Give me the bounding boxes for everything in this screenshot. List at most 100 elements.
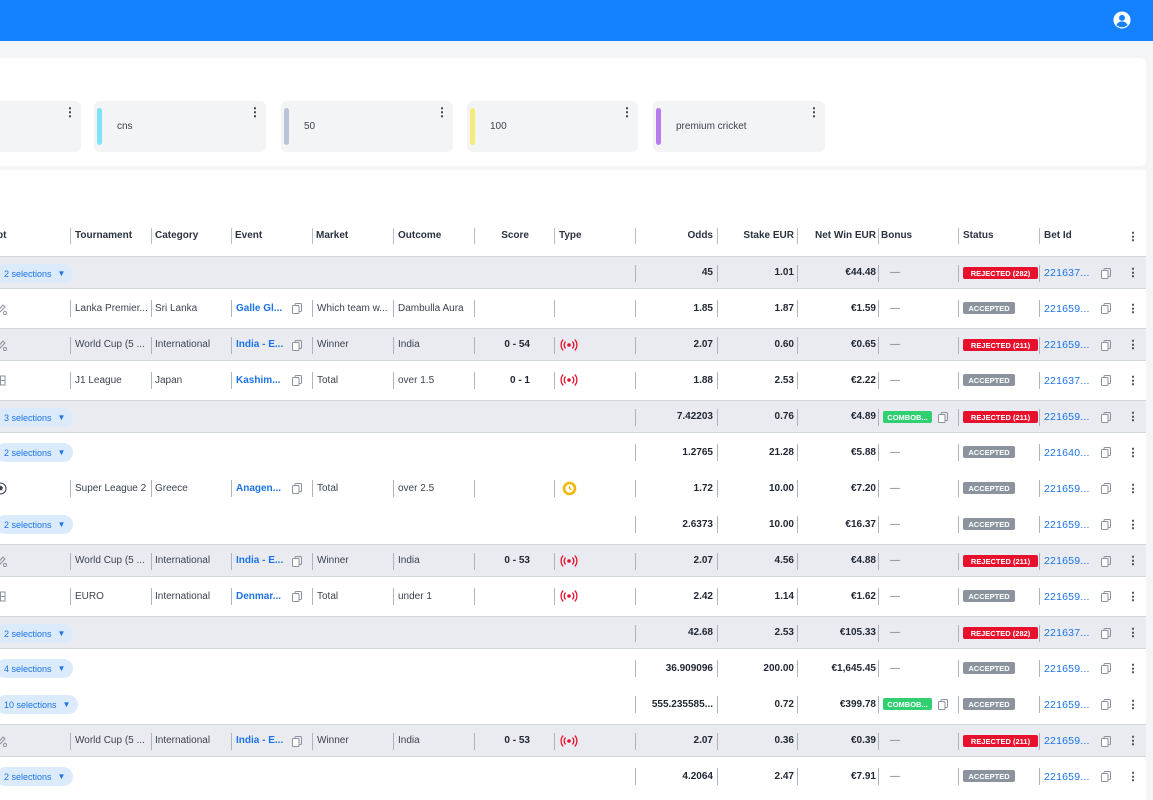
more-vert-icon[interactable]: ⋮: [621, 105, 633, 119]
column-header-event[interactable]: Event: [235, 230, 263, 241]
selections-toggle[interactable]: 10 selections ▼: [0, 695, 79, 714]
more-vert-icon[interactable]: ⋮: [808, 105, 820, 119]
table-row[interactable]: 4 selections ▼ 36.909096 200.00 €1,645.45 — AC…: [0, 652, 1146, 685]
column-header-tournament[interactable]: Tournament: [75, 230, 133, 241]
event-cell[interactable]: Kashim...: [236, 375, 281, 386]
event-cell[interactable]: India - E...: [236, 735, 284, 746]
selections-toggle[interactable]: 2 selections ▼: [0, 515, 74, 534]
filter-card[interactable]: cns ⋮: [94, 101, 266, 152]
row-actions-icon[interactable]: ⋮: [1127, 447, 1139, 459]
selections-toggle[interactable]: 2 selections ▼: [0, 443, 74, 462]
copy-icon[interactable]: [1101, 412, 1111, 423]
table-row[interactable]: 2 selections ▼ 45 1.01 €44.48 — REJECTED (282)…: [0, 256, 1146, 289]
table-row[interactable]: 2 selections ▼ 4.2064 2.47 €7.91 — ACCEPTED 221…: [0, 760, 1146, 793]
column-header-odds[interactable]: Odds: [687, 230, 713, 241]
bet-id-link[interactable]: 221659...: [1044, 770, 1090, 783]
row-actions-icon[interactable]: ⋮: [1127, 375, 1139, 387]
table-row[interactable]: Super League 2 Greece Anagen... Total over 2…: [0, 472, 1146, 505]
copy-icon[interactable]: [1101, 303, 1111, 314]
user-circle-icon[interactable]: [1113, 11, 1131, 29]
bet-id-link[interactable]: 221659...: [1044, 302, 1090, 315]
bet-id-link[interactable]: 221637...: [1044, 374, 1090, 387]
row-actions-icon[interactable]: ⋮: [1127, 663, 1139, 675]
event-cell[interactable]: Anagen...: [236, 483, 282, 494]
row-actions-icon[interactable]: ⋮: [1127, 699, 1139, 711]
table-row[interactable]: EURO International Denmar... Total under 1 2.…: [0, 580, 1146, 613]
event-cell[interactable]: Denmar...: [236, 591, 282, 602]
column-header-betid[interactable]: Bet Id: [1044, 230, 1072, 241]
table-row[interactable]: 2 selections ▼ 1.2765 21.28 €5.88 — ACCEPTED 22…: [0, 436, 1146, 469]
copy-icon[interactable]: [1101, 519, 1111, 530]
table-row[interactable]: World Cup (5 ... International India - E..…: [0, 544, 1146, 577]
copy-icon[interactable]: [1101, 375, 1111, 386]
table-row[interactable]: Lanka Premier... Sri Lanka Galle Gl... Whic…: [0, 292, 1146, 325]
bet-id-link[interactable]: 221640...: [1044, 446, 1090, 459]
table-row[interactable]: 2 selections ▼ 2.6373 10.00 €16.37 — ACCEPTED 2…: [0, 508, 1146, 541]
row-actions-icon[interactable]: ⋮: [1127, 591, 1139, 603]
column-header-type[interactable]: Type: [559, 230, 582, 241]
row-actions-icon[interactable]: ⋮: [1127, 771, 1139, 783]
bet-id-link[interactable]: 221659...: [1044, 482, 1090, 495]
selections-toggle[interactable]: 4 selections ▼: [0, 659, 74, 678]
column-header-stake[interactable]: Stake EUR: [743, 230, 794, 241]
row-actions-icon[interactable]: ⋮: [1127, 555, 1139, 567]
filter-card[interactable]: 50 ⋮: [281, 101, 453, 152]
table-row[interactable]: 10 selections ▼ 555.235585... 0.72 €399.78 CO…: [0, 688, 1146, 721]
event-cell[interactable]: India - E...: [236, 339, 284, 350]
column-header-sport[interactable]: pt: [0, 230, 7, 241]
table-row[interactable]: 2 selections ▼ 42.68 2.53 €105.33 — REJECTED (…: [0, 616, 1146, 649]
selections-toggle[interactable]: 2 selections ▼: [0, 624, 74, 643]
filter-card[interactable]: 100 ⋮: [467, 101, 638, 152]
copy-icon[interactable]: [1101, 340, 1111, 351]
bet-id-link[interactable]: 221659...: [1044, 518, 1090, 531]
copy-icon[interactable]: [1101, 483, 1111, 494]
selections-toggle[interactable]: 2 selections ▼: [0, 264, 74, 283]
row-actions-icon[interactable]: ⋮: [1127, 627, 1139, 639]
table-row[interactable]: World Cup (5 ... International India - E..…: [0, 724, 1146, 757]
copy-icon[interactable]: [1101, 556, 1111, 567]
row-actions-icon[interactable]: ⋮: [1127, 411, 1139, 423]
more-vert-icon[interactable]: ⋮: [64, 105, 76, 119]
row-actions-icon[interactable]: ⋮: [1127, 735, 1139, 747]
column-settings-icon[interactable]: ⋮: [1127, 230, 1139, 243]
column-header-score[interactable]: Score: [501, 230, 529, 241]
column-header-status[interactable]: Status: [963, 230, 994, 241]
column-header-market[interactable]: Market: [316, 230, 349, 241]
more-vert-icon[interactable]: ⋮: [249, 105, 261, 119]
event-cell[interactable]: Galle Gl...: [236, 303, 283, 314]
table-row[interactable]: World Cup (5 ... International India - E..…: [0, 328, 1146, 361]
copy-icon[interactable]: [1101, 771, 1111, 782]
row-actions-icon[interactable]: ⋮: [1127, 483, 1139, 495]
column-header-category[interactable]: Category: [155, 230, 199, 241]
copy-icon[interactable]: [1101, 699, 1111, 710]
bet-id-link[interactable]: 221659...: [1044, 662, 1090, 675]
column-header-bonus[interactable]: Bonus: [881, 230, 913, 241]
filter-card[interactable]: ⋮: [0, 101, 81, 152]
bet-id-link[interactable]: 221637...: [1044, 626, 1090, 639]
selections-toggle[interactable]: 3 selections ▼: [0, 408, 74, 427]
bet-id-link[interactable]: 221659...: [1044, 410, 1090, 423]
row-actions-icon[interactable]: ⋮: [1127, 339, 1139, 351]
column-header-outcome[interactable]: Outcome: [398, 230, 442, 241]
bet-id-link[interactable]: 221659...: [1044, 554, 1090, 567]
copy-icon[interactable]: [1101, 447, 1111, 458]
copy-icon[interactable]: [1101, 268, 1111, 279]
copy-icon[interactable]: [1101, 663, 1111, 674]
row-actions-icon[interactable]: ⋮: [1127, 519, 1139, 531]
column-header-netwin[interactable]: Net Win EUR: [814, 230, 876, 241]
bet-id-link[interactable]: 221659...: [1044, 698, 1090, 711]
copy-icon[interactable]: [1101, 628, 1111, 639]
table-row[interactable]: 3 selections ▼ 7.42203 0.76 €4.89 COMBOB... RE…: [0, 400, 1146, 433]
row-actions-icon[interactable]: ⋮: [1127, 267, 1139, 279]
copy-icon[interactable]: [1101, 736, 1111, 747]
row-actions-icon[interactable]: ⋮: [1127, 303, 1139, 315]
filter-card[interactable]: premium cricket ⋮: [653, 101, 825, 152]
more-vert-icon[interactable]: ⋮: [436, 105, 448, 119]
bet-id-link[interactable]: 221659...: [1044, 590, 1090, 603]
table-row[interactable]: J1 League Japan Kashim... Total over 1.5 0 - …: [0, 364, 1146, 397]
event-cell[interactable]: India - E...: [236, 555, 284, 566]
bet-id-link[interactable]: 221637...: [1044, 266, 1090, 279]
selections-toggle[interactable]: 2 selections ▼: [0, 767, 74, 786]
copy-icon[interactable]: [1101, 591, 1111, 602]
bet-id-link[interactable]: 221659...: [1044, 338, 1090, 351]
